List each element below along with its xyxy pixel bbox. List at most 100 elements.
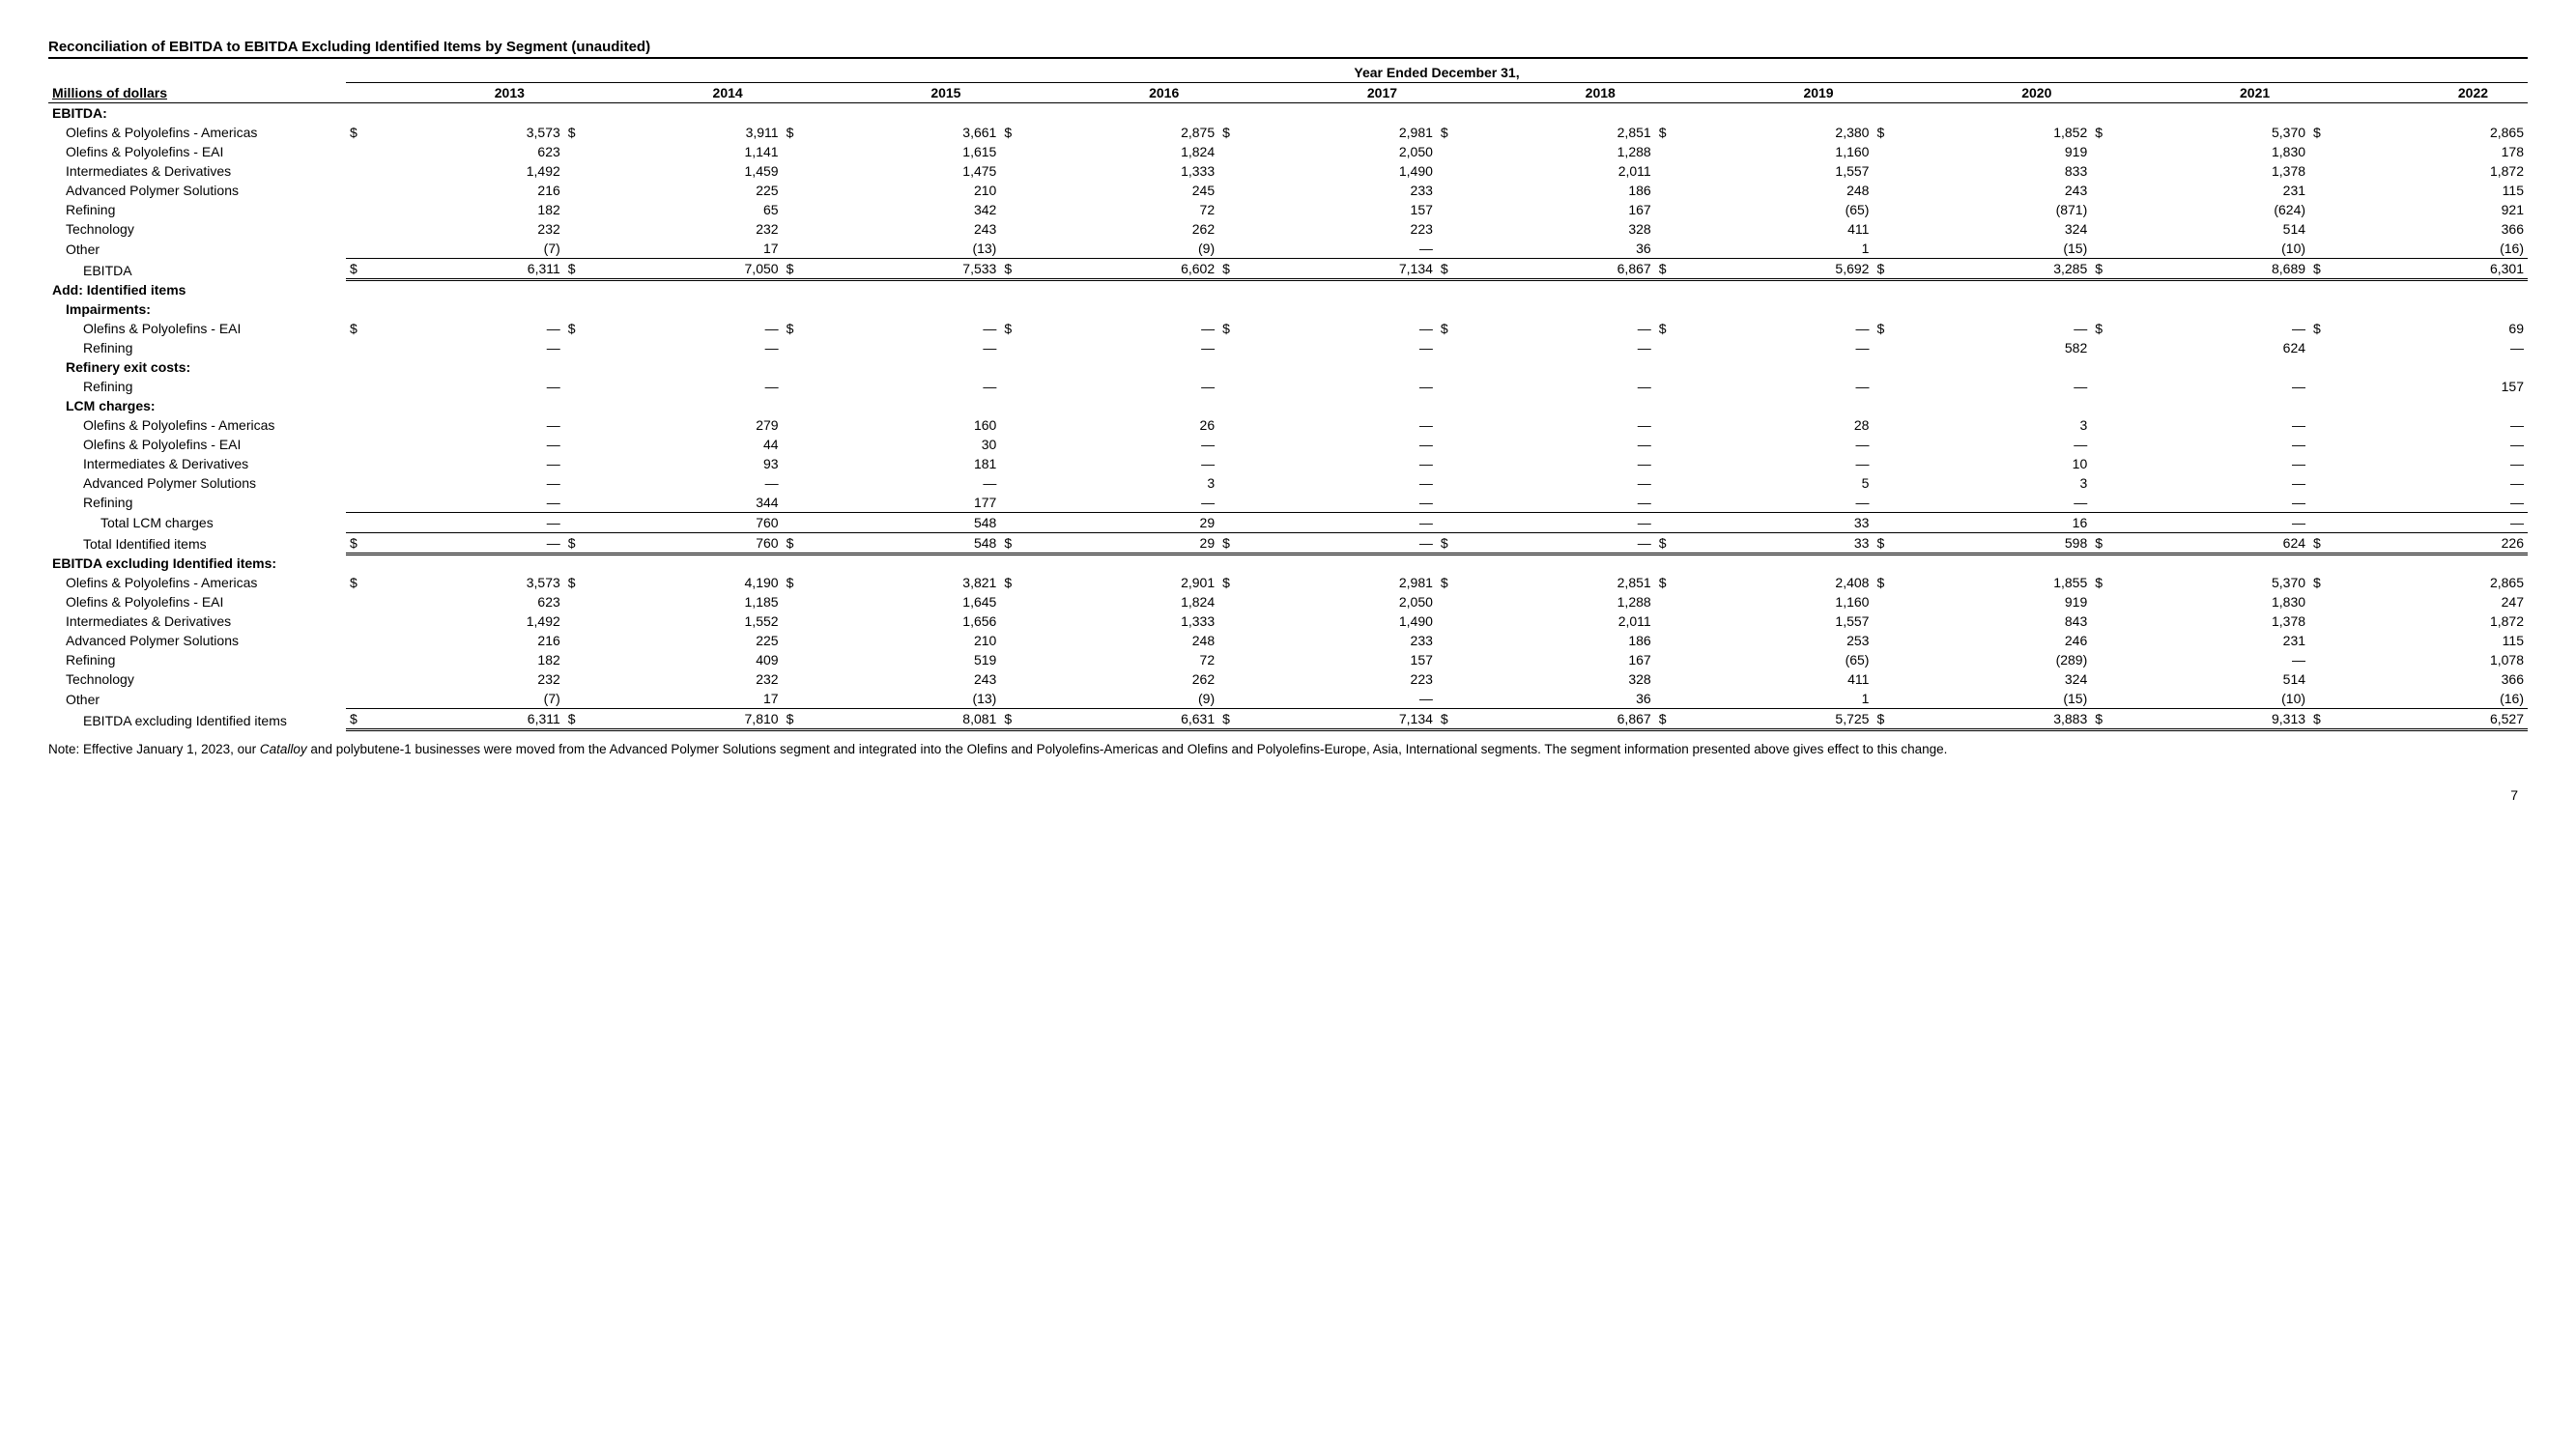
currency-symbol bbox=[564, 200, 673, 219]
cell-value: 1,492 bbox=[455, 611, 564, 631]
currency-symbol bbox=[346, 161, 455, 181]
currency-symbol bbox=[1437, 415, 1546, 435]
currency-symbol bbox=[564, 142, 673, 161]
cell-value: — bbox=[2419, 338, 2528, 357]
currency-symbol bbox=[564, 493, 673, 513]
cell-value: 247 bbox=[2419, 592, 2528, 611]
currency-symbol bbox=[346, 473, 455, 493]
currency-symbol bbox=[2091, 650, 2200, 669]
currency-symbol bbox=[2309, 142, 2419, 161]
cell-value: 29 bbox=[1109, 532, 1218, 554]
row-label: Total LCM charges bbox=[48, 512, 346, 532]
cell-value: 1,333 bbox=[1109, 611, 1218, 631]
currency-symbol bbox=[346, 611, 455, 631]
currency-symbol: $ bbox=[2309, 709, 2419, 730]
cell-value: 1,552 bbox=[673, 611, 783, 631]
currency-symbol bbox=[1873, 415, 1982, 435]
cell-value: 160 bbox=[891, 415, 1000, 435]
currency-symbol: $ bbox=[1873, 709, 1982, 730]
cell-value: 5,725 bbox=[1764, 709, 1874, 730]
currency-symbol: $ bbox=[1655, 709, 1764, 730]
cell-value: — bbox=[1982, 377, 2091, 396]
cell-value: 232 bbox=[455, 219, 564, 239]
cell-value: 1,490 bbox=[1328, 161, 1437, 181]
currency-symbol bbox=[783, 161, 892, 181]
currency-symbol bbox=[1655, 200, 1764, 219]
cell-value: 157 bbox=[1328, 650, 1437, 669]
currency-symbol bbox=[783, 219, 892, 239]
currency-symbol bbox=[564, 435, 673, 454]
cell-value: (10) bbox=[2200, 239, 2309, 259]
cell-value: 231 bbox=[2200, 181, 2309, 200]
cell-value: 29 bbox=[1109, 512, 1218, 532]
cell-value: 1,852 bbox=[1982, 123, 2091, 142]
ebitda-table: Year Ended December 31, Millions of doll… bbox=[48, 63, 2528, 731]
section-label: LCM charges: bbox=[48, 396, 346, 415]
cell-value: 26 bbox=[1109, 415, 1218, 435]
currency-symbol: $ bbox=[1000, 123, 1109, 142]
page-number: 7 bbox=[48, 787, 2528, 803]
row-label: Olefins & Polyolefins - Americas bbox=[48, 573, 346, 592]
row-label: Technology bbox=[48, 219, 346, 239]
currency-symbol bbox=[346, 239, 455, 259]
cell-value: (624) bbox=[2200, 200, 2309, 219]
currency-symbol bbox=[2309, 669, 2419, 689]
cell-value: — bbox=[1109, 454, 1218, 473]
currency-symbol bbox=[1655, 512, 1764, 532]
currency-symbol bbox=[346, 689, 455, 709]
currency-symbol: $ bbox=[346, 319, 455, 338]
currency-symbol bbox=[1437, 493, 1546, 513]
row-label: Refining bbox=[48, 650, 346, 669]
currency-symbol bbox=[1218, 239, 1328, 259]
section-label: Impairments: bbox=[48, 299, 346, 319]
currency-symbol bbox=[1873, 219, 1982, 239]
currency-symbol bbox=[1000, 415, 1109, 435]
year-header: 2019 bbox=[1764, 83, 1874, 103]
footnote: Note: Effective January 1, 2023, our Cat… bbox=[48, 741, 2528, 758]
currency-symbol bbox=[783, 512, 892, 532]
currency-symbol bbox=[2091, 454, 2200, 473]
cell-value: 6,631 bbox=[1109, 709, 1218, 730]
currency-symbol bbox=[1218, 512, 1328, 532]
row-label: Refining bbox=[48, 200, 346, 219]
cell-value: — bbox=[1546, 377, 1655, 396]
cell-value: 3,573 bbox=[455, 573, 564, 592]
cell-value: 7,533 bbox=[891, 259, 1000, 280]
currency-symbol: $ bbox=[1218, 709, 1328, 730]
currency-symbol bbox=[1437, 669, 1546, 689]
currency-symbol: $ bbox=[2091, 123, 2200, 142]
cell-value: (871) bbox=[1982, 200, 2091, 219]
currency-symbol bbox=[1218, 592, 1328, 611]
cell-value: 33 bbox=[1764, 512, 1874, 532]
currency-symbol bbox=[2309, 611, 2419, 631]
currency-symbol bbox=[2309, 200, 2419, 219]
currency-symbol bbox=[783, 592, 892, 611]
currency-symbol bbox=[564, 181, 673, 200]
cell-value: (16) bbox=[2419, 239, 2528, 259]
currency-symbol bbox=[1000, 689, 1109, 709]
currency-symbol bbox=[1218, 493, 1328, 513]
year-header: 2018 bbox=[1546, 83, 1655, 103]
cell-value: 7,810 bbox=[673, 709, 783, 730]
currency-symbol bbox=[564, 611, 673, 631]
currency-symbol bbox=[783, 669, 892, 689]
currency-symbol bbox=[346, 454, 455, 473]
currency-symbol bbox=[1655, 611, 1764, 631]
cell-value: (65) bbox=[1764, 200, 1874, 219]
currency-symbol bbox=[1000, 454, 1109, 473]
cell-value: 157 bbox=[2419, 377, 2528, 396]
cell-value: 72 bbox=[1109, 200, 1218, 219]
cell-value: 30 bbox=[891, 435, 1000, 454]
currency-symbol: $ bbox=[2091, 319, 2200, 338]
cell-value: — bbox=[455, 493, 564, 513]
cell-value: 17 bbox=[673, 689, 783, 709]
currency-symbol: $ bbox=[1873, 123, 1982, 142]
cell-value: — bbox=[2200, 377, 2309, 396]
currency-symbol bbox=[564, 377, 673, 396]
cell-value: 186 bbox=[1546, 631, 1655, 650]
cell-value: — bbox=[2200, 493, 2309, 513]
cell-value: 366 bbox=[2419, 219, 2528, 239]
currency-symbol: $ bbox=[564, 573, 673, 592]
currency-symbol bbox=[2309, 650, 2419, 669]
cell-value: — bbox=[673, 473, 783, 493]
